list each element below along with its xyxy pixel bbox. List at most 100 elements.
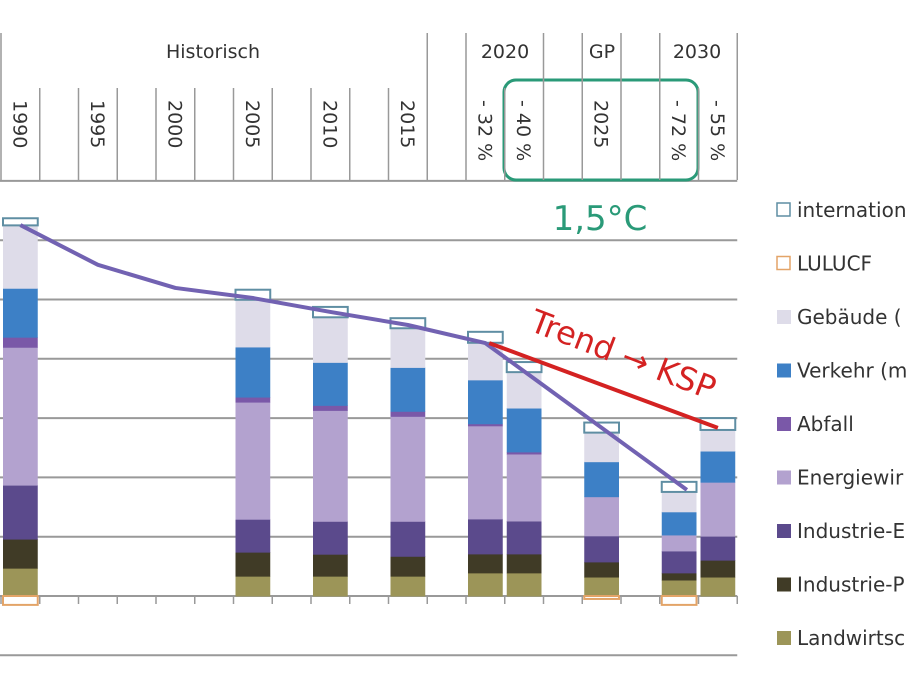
bar-segment-gebude — [235, 299, 271, 348]
group-label-historisch: Historisch — [166, 41, 260, 63]
x-tick-label: 2015 — [396, 100, 418, 148]
bar-segment-internation — [2, 217, 39, 227]
bar-segment-energiewir — [584, 496, 619, 537]
x-tick-label: 2025 — [590, 100, 612, 148]
legend-item: LULUCF — [776, 252, 872, 276]
bar-segment-energiewir — [3, 347, 38, 486]
legend-swatch — [776, 202, 791, 217]
legend-swatch — [776, 255, 791, 271]
chart-header: Historisch 2020 GP 2030 — [0, 33, 738, 182]
legend-item: Landwirtsc — [777, 626, 905, 650]
legend-swatch — [777, 524, 791, 538]
group-label-gp: GP — [589, 41, 615, 63]
bar-segment-landwirtsc — [468, 572, 503, 597]
bar-segment-lulucf — [583, 595, 620, 600]
bar-segment-abfall — [235, 397, 271, 403]
legend-swatch — [777, 577, 791, 592]
bar-32 — [467, 330, 504, 597]
bar-segment-industriep — [390, 556, 426, 577]
legend-label: Industrie-P — [797, 573, 905, 597]
x-tick-label: 2005 — [241, 100, 263, 148]
x-tick-labels: 1990 1995 2000 2005 2010 2015 - 32 % - 40 % 2025… — [8, 100, 728, 161]
legend-label: Industrie-E — [797, 519, 905, 543]
x-tick-label: - 32 % — [473, 100, 495, 161]
bar-segment-verkehrm — [584, 461, 619, 498]
bar-segment-industriee — [584, 535, 619, 563]
bar-segment-energiewir — [313, 410, 348, 522]
bar-segment-industriee — [506, 520, 542, 555]
bar-segment-energiewir — [506, 453, 542, 522]
stacked-bars — [2, 217, 737, 606]
line-path-1.5C — [19, 223, 689, 492]
x-tick-label: 1990 — [8, 100, 30, 148]
bar-segment-industriep — [468, 553, 503, 574]
bar-segment-industriep — [506, 553, 542, 574]
bar-segment-gebude — [468, 342, 503, 381]
bar-segment-abfall — [3, 337, 38, 348]
legend-label: Verkehr (m — [797, 359, 907, 383]
bar-segment-industriee — [700, 536, 736, 561]
bar-segment-industriee — [661, 550, 697, 574]
legend-item: Industrie-P — [777, 573, 905, 597]
bar-2010 — [312, 305, 349, 597]
bar-segment-industriep — [584, 561, 619, 578]
legend-label: Abfall — [797, 412, 854, 436]
bar-segment-industriep — [235, 552, 271, 577]
legend-swatch — [777, 417, 791, 431]
legend-label: Landwirtsc — [797, 626, 905, 650]
bar-segment-gebude — [3, 225, 38, 289]
x-tick-label: 2010 — [318, 100, 340, 148]
bar-segment-gebude — [390, 328, 426, 368]
legend-item: internation — [776, 198, 907, 222]
bar-segment-industriep — [313, 554, 348, 577]
bar-segment-gebude — [506, 372, 542, 409]
x-tick-label: - 55 % — [706, 100, 728, 161]
legend-label: LULUCF — [797, 252, 872, 276]
legend-item: Abfall — [777, 412, 854, 436]
line-trend-ksp — [488, 341, 719, 430]
bar-segment-industriep — [3, 539, 38, 569]
bar-segment-industriee — [468, 518, 503, 555]
bar-segment-verkehrm — [506, 408, 542, 453]
legend-swatch — [777, 363, 791, 378]
bar-segment-industriee — [313, 521, 348, 555]
bar-segment-industriep — [661, 572, 697, 581]
trend-lines — [19, 223, 719, 492]
target-annotation: 1,5°C — [553, 199, 648, 239]
legend-label: internation — [797, 198, 907, 222]
group-label-2030: 2030 — [673, 41, 721, 63]
bar-72 — [660, 480, 698, 606]
bar-segment-landwirtsc — [235, 576, 271, 597]
x-tick-label: - 72 % — [667, 100, 689, 161]
bar-segment-energiewir — [235, 402, 271, 520]
bar-segment-gebude — [700, 429, 736, 452]
x-tick-label: 1995 — [86, 100, 108, 148]
legend-item: Gebäude ( — [777, 305, 902, 329]
bar-segment-energiewir — [661, 534, 697, 552]
bar-2025 — [583, 421, 620, 600]
bar-segment-abfall — [468, 423, 503, 427]
bar-segment-landwirtsc — [3, 568, 38, 597]
bar-segment-internation — [699, 417, 737, 431]
bar-segment-abfall — [390, 411, 426, 417]
x-tick-label: 2000 — [163, 100, 185, 148]
bar-segment-landwirtsc — [313, 576, 348, 597]
legend-item: Industrie-E — [777, 519, 905, 543]
bar-segment-industriee — [235, 519, 271, 553]
bar-40 — [505, 361, 543, 597]
bar-segment-verkehrm — [3, 288, 38, 338]
bar-segment-lulucf — [660, 595, 698, 606]
bar-segment-gebude — [313, 317, 348, 363]
bar-segment-verkehrm — [700, 451, 736, 483]
bar-segment-industriep — [700, 560, 736, 578]
legend: internation LULUCF Gebäude ( Verkehr (m Abfa… — [776, 198, 907, 650]
bar-segment-landwirtsc — [584, 577, 619, 597]
bar-segment-energiewir — [390, 416, 426, 522]
bar-segment-verkehrm — [661, 511, 697, 536]
bar-2015 — [389, 317, 427, 597]
bar-segment-landwirtsc — [661, 579, 697, 597]
bar-segment-industriee — [3, 485, 38, 540]
bar-segment-landwirtsc — [700, 577, 736, 597]
bar-segment-abfall — [506, 451, 542, 455]
